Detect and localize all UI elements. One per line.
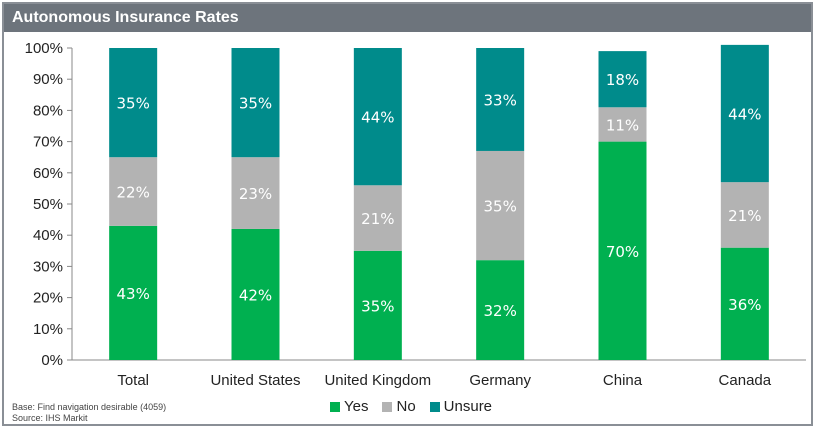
data-label-yes: 42% — [239, 286, 272, 304]
legend-label-no: No — [396, 398, 416, 415]
legend-swatch-yes — [330, 401, 340, 412]
data-label-yes: 43% — [116, 285, 149, 303]
footnote-source: Source: IHS Markit — [12, 413, 88, 423]
bar-no — [598, 107, 647, 142]
y-tick-label: 10% — [33, 321, 63, 338]
bar-yes — [598, 141, 647, 360]
y-tick-label: 40% — [33, 227, 63, 244]
y-tick-label: 50% — [33, 196, 63, 213]
y-tick-label: 20% — [33, 290, 63, 307]
y-tick-label: 30% — [33, 258, 63, 275]
legend-item-yes: Yes — [330, 398, 368, 415]
data-label-no: 35% — [483, 198, 516, 216]
y-tick-label: 0% — [41, 352, 63, 369]
bar-unsure — [598, 51, 647, 108]
legend-swatch-unsure — [429, 401, 440, 412]
footnote-base: Base: Find navigation desirable (4059) — [12, 402, 167, 412]
x-tick-label: Germany — [469, 372, 531, 389]
bar-yes — [231, 228, 280, 360]
legend-item-no: No — [382, 398, 416, 415]
bar-yes — [109, 225, 158, 360]
data-label-unsure: 33% — [483, 91, 516, 109]
bar-yes — [353, 250, 402, 360]
x-tick-label: Canada — [719, 372, 772, 389]
data-label-no: 21% — [728, 207, 761, 225]
bar-no — [353, 185, 402, 251]
legend-swatch-no — [382, 401, 393, 412]
data-label-unsure: 35% — [239, 95, 272, 113]
legend-label-yes: Yes — [344, 398, 369, 415]
y-tick-label: 70% — [33, 134, 63, 151]
legend-item-unsure: Unsure — [429, 398, 493, 415]
x-tick-label: United Kingdom — [324, 372, 431, 389]
data-label-unsure: 44% — [361, 109, 394, 127]
data-label-no: 11% — [606, 116, 639, 134]
data-label-yes: 70% — [606, 243, 639, 261]
data-label-no: 21% — [361, 210, 394, 228]
bar-unsure — [476, 48, 525, 151]
chart-title: Autonomous Insurance Rates — [4, 4, 811, 32]
data-label-unsure: 18% — [606, 71, 639, 89]
bar-no — [720, 182, 769, 248]
bar-yes — [720, 247, 769, 360]
y-tick-label: 100% — [25, 40, 63, 57]
y-tick-label: 80% — [33, 102, 63, 119]
x-tick-label: China — [603, 372, 643, 389]
x-tick-label: United States — [210, 372, 300, 389]
bar-unsure — [353, 48, 402, 186]
data-label-no: 23% — [239, 185, 272, 203]
bar-no — [109, 157, 158, 226]
legend-label-unsure: Unsure — [443, 398, 493, 415]
data-label-unsure: 44% — [728, 106, 761, 124]
x-tick-label: Total — [117, 372, 149, 389]
data-label-yes: 35% — [361, 297, 394, 315]
y-tick-label: 90% — [33, 71, 63, 88]
data-label-unsure: 35% — [116, 95, 149, 113]
bar-no — [231, 157, 280, 229]
bar-yes — [476, 260, 525, 360]
data-label-no: 22% — [116, 184, 149, 202]
y-tick-label: 60% — [33, 165, 63, 182]
bar-no — [476, 150, 525, 261]
bar-unsure — [231, 48, 280, 158]
data-label-yes: 32% — [483, 302, 516, 320]
legend: Yes No Unsure — [330, 398, 492, 415]
bar-unsure — [720, 44, 769, 183]
data-label-yes: 36% — [728, 296, 761, 314]
bar-unsure — [109, 48, 158, 158]
